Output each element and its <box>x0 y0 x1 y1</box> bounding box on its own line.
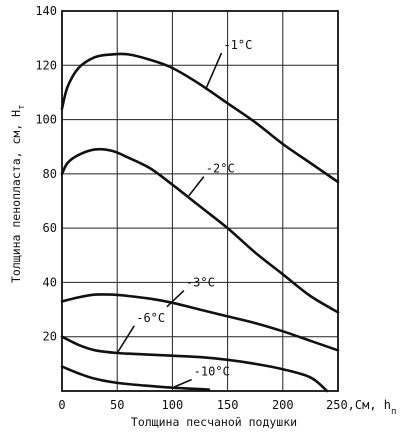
x-tick-labels: 0 50 100 150 200 <box>58 398 293 412</box>
series-leader-line <box>204 52 223 91</box>
x-axis-unit-subscript: п <box>391 407 396 417</box>
series-label: -1°C <box>223 38 252 52</box>
y-tick-label: 20 <box>43 330 57 344</box>
series-labels: -1°C -2°C -3°C -6°C -10°C <box>136 38 252 379</box>
x-tick-label: 200 <box>272 398 294 412</box>
series-layer <box>60 52 340 393</box>
x-tick-label: 50 <box>110 398 124 412</box>
y-tick-label: 40 <box>43 275 57 289</box>
series-line <box>60 335 329 393</box>
y-tick-label: 120 <box>35 58 57 72</box>
series-leader-line <box>188 176 205 197</box>
series-label: -6°C <box>136 311 165 325</box>
series-leader-line <box>166 289 185 308</box>
plot-frame <box>61 10 339 392</box>
series-line <box>60 293 340 352</box>
grid <box>62 11 338 391</box>
y-tick-label: 140 <box>35 4 57 18</box>
y-axis-label: Толщина пенопласта, см, Hт <box>9 104 27 283</box>
x-axis-label: Толщина песчаной подушки <box>131 415 297 429</box>
series-line <box>60 365 211 391</box>
x-tick-label: 100 <box>162 398 184 412</box>
series-line <box>60 52 340 184</box>
y-tick-label: 60 <box>43 221 57 235</box>
series-label: -10°C <box>194 365 230 379</box>
y-tick-label: 80 <box>43 167 57 181</box>
y-tick-labels: 20 40 60 80 100 120 140 <box>35 4 57 344</box>
series-line <box>60 147 340 314</box>
x-axis-unit-label: 250,См, hп <box>326 398 396 417</box>
series-label: -3°C <box>186 276 215 290</box>
x-tick-label: 150 <box>217 398 239 412</box>
y-tick-label: 100 <box>35 113 57 127</box>
series-leader-line <box>172 378 192 389</box>
series-leader-line <box>116 325 135 354</box>
series-label: -2°C <box>206 162 235 176</box>
x-tick-label: 0 <box>58 398 65 412</box>
y-axis-unit-subscript: т <box>17 104 27 109</box>
